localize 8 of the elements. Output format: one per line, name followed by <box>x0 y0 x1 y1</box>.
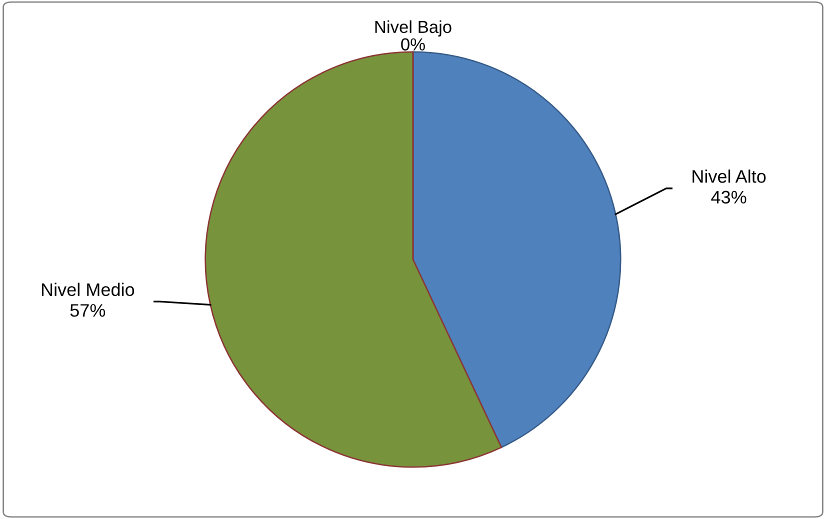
slice-label: Nivel Alto <box>692 170 766 183</box>
data-label: 43% <box>711 190 746 204</box>
text: 0% <box>401 38 425 51</box>
pie-slice <box>412 51 622 448</box>
slice-label: Nivel Medio <box>42 282 134 296</box>
category-label: Nivel Bajo <box>375 20 452 37</box>
pie-slice <box>204 51 502 468</box>
data-label: 57% <box>70 304 106 317</box>
